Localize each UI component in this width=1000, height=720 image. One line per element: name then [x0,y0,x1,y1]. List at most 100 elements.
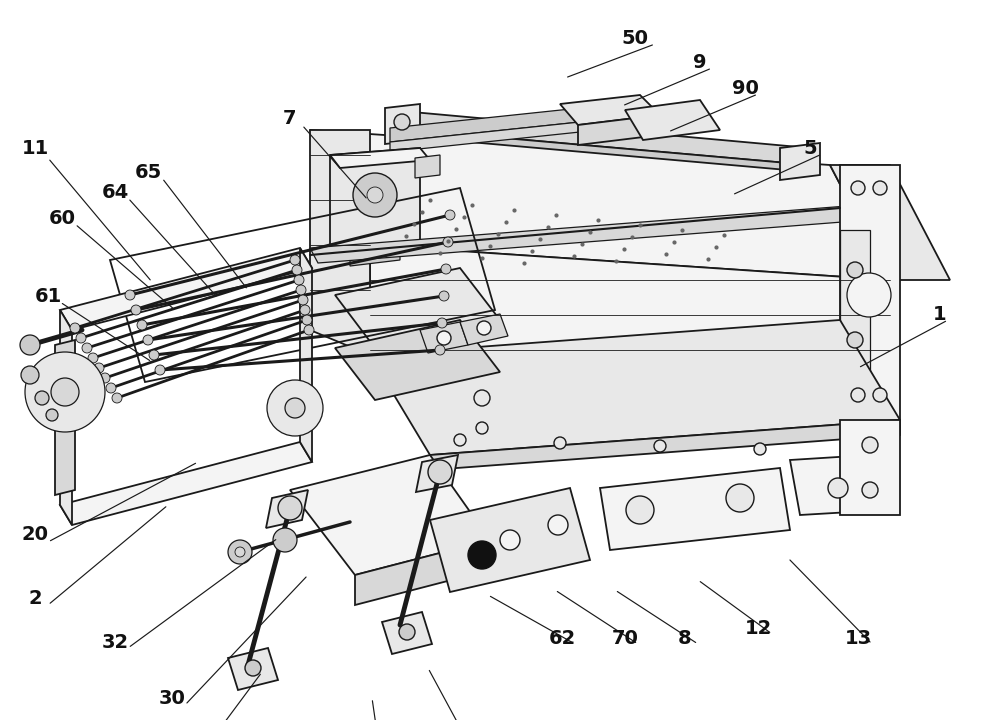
Circle shape [367,187,383,203]
Circle shape [155,365,165,375]
Circle shape [267,380,323,436]
Circle shape [228,540,252,564]
Polygon shape [300,248,312,462]
Polygon shape [390,108,580,142]
Circle shape [454,434,466,446]
Circle shape [437,318,447,328]
Circle shape [828,478,848,498]
Circle shape [353,173,397,217]
Polygon shape [60,248,312,330]
Circle shape [25,352,105,432]
Text: 60: 60 [48,209,76,228]
Text: 62: 62 [548,629,576,647]
Polygon shape [310,130,370,355]
Circle shape [435,345,445,355]
Circle shape [847,332,863,348]
Text: 1: 1 [933,305,947,325]
Polygon shape [382,612,432,654]
Text: 70: 70 [612,629,638,647]
Polygon shape [335,320,500,400]
Circle shape [46,409,58,421]
Polygon shape [840,420,900,515]
Polygon shape [600,468,790,550]
Polygon shape [385,104,420,144]
Polygon shape [370,355,890,420]
Text: 12: 12 [744,618,772,637]
Circle shape [290,255,300,265]
Polygon shape [578,115,660,145]
Text: 90: 90 [732,78,758,97]
Circle shape [445,210,455,220]
Polygon shape [430,488,590,592]
Circle shape [437,331,451,345]
Circle shape [476,422,488,434]
Circle shape [131,305,141,315]
Polygon shape [830,165,950,280]
Polygon shape [625,100,720,140]
Polygon shape [560,95,660,125]
Circle shape [112,393,122,403]
Circle shape [149,350,159,360]
Polygon shape [266,490,308,528]
Text: 2: 2 [28,588,42,608]
Circle shape [143,335,153,345]
Text: 20: 20 [22,526,48,544]
Polygon shape [780,143,820,180]
Circle shape [125,290,135,300]
Circle shape [851,388,865,402]
Circle shape [76,333,86,343]
Circle shape [304,325,314,335]
Polygon shape [350,242,400,266]
Circle shape [847,262,863,278]
Circle shape [548,515,568,535]
Polygon shape [430,420,900,470]
Polygon shape [335,268,500,348]
Polygon shape [840,165,900,420]
Circle shape [441,264,451,274]
Circle shape [235,547,245,557]
Circle shape [500,530,520,550]
Polygon shape [370,320,900,455]
Circle shape [847,273,891,317]
Polygon shape [415,155,440,178]
Text: 32: 32 [101,632,129,652]
Text: 7: 7 [283,109,297,127]
Text: 13: 13 [844,629,872,647]
Circle shape [106,383,116,393]
Text: 64: 64 [101,182,129,202]
Circle shape [873,388,887,402]
Circle shape [20,335,40,355]
Circle shape [477,321,491,335]
Circle shape [439,291,449,301]
Circle shape [298,295,308,305]
Polygon shape [460,314,508,345]
Circle shape [70,323,80,333]
Circle shape [468,541,496,569]
Polygon shape [290,455,490,575]
Polygon shape [840,230,870,380]
Circle shape [862,482,878,498]
Text: 50: 50 [622,29,648,48]
Text: 5: 5 [803,138,817,158]
Circle shape [851,181,865,195]
Circle shape [296,285,306,295]
Text: 11: 11 [21,138,49,158]
Circle shape [273,528,297,552]
Circle shape [100,373,110,383]
Circle shape [443,237,453,247]
Circle shape [754,443,766,455]
Polygon shape [790,455,885,515]
Polygon shape [330,148,430,168]
Circle shape [285,398,305,418]
Circle shape [82,343,92,353]
Circle shape [862,437,878,453]
Circle shape [137,320,147,330]
Text: 65: 65 [134,163,162,181]
Circle shape [292,265,302,275]
Polygon shape [228,648,278,690]
Text: 9: 9 [693,53,707,71]
Polygon shape [310,205,868,263]
Circle shape [474,390,490,406]
Text: 30: 30 [159,688,185,708]
Circle shape [35,391,49,405]
